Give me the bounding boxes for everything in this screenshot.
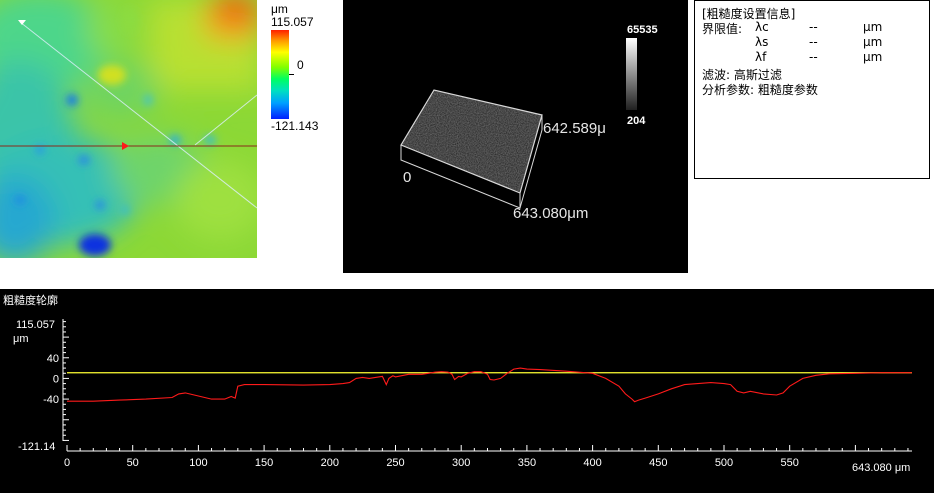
profile-y-top-label: 115.057	[16, 319, 55, 331]
colorbar-min-label: -121.143	[271, 119, 319, 133]
param-name-lf: λf	[755, 50, 767, 64]
y-tick-label: 40	[47, 353, 59, 365]
colorbar-gradient	[271, 30, 289, 119]
colorbar-max-label: 115.057	[271, 15, 314, 29]
height-map-regions	[0, 0, 257, 258]
origin-label: 0	[403, 169, 411, 186]
roughness-trace	[67, 367, 912, 403]
diagonal-line[interactable]	[19, 21, 257, 209]
gray-max-label: 65535	[627, 24, 658, 36]
gray-scale-bar	[626, 38, 637, 110]
x-tick-label: 50	[127, 457, 139, 469]
roughness-profile-panel[interactable]: 粗糙度轮廓 115.057 μm -121.14 40 0 -40 0 50 100 15…	[0, 289, 934, 493]
filter-info: 滤波: 高斯过滤	[702, 68, 782, 82]
x-tick-label: 550	[781, 457, 799, 469]
param-value-lf: --	[809, 50, 818, 64]
x-tick-label: 300	[452, 457, 470, 469]
roughness-settings-info: [粗糙度设置信息] 界限值: λc -- μm λs -- μm λf -- μ…	[694, 0, 930, 179]
param-unit-ls: μm	[863, 35, 883, 49]
x-tick-label: 500	[715, 457, 733, 469]
colorbar-zero-label: 0	[297, 58, 304, 72]
y-tick-label: -40	[43, 394, 59, 406]
x-tick-label: 200	[321, 457, 339, 469]
y-extent-label: 642.589μ	[543, 120, 606, 137]
param-name-lc: λc	[755, 20, 769, 34]
height-map-image[interactable]	[0, 0, 257, 258]
roughness-profile-chart: 粗糙度轮廓 115.057 μm -121.14 400-40 0 50 100 15…	[3, 293, 912, 474]
x-tick-label: 350	[518, 457, 536, 469]
profile-y-axis: 40 0 -40	[43, 319, 69, 441]
x-extent-label: 643.080μm	[513, 205, 588, 222]
x-tick-label: 100	[189, 457, 207, 469]
profile-x-axis: 0 50 100 150 200 250 300 350 400 450 500 550	[64, 445, 912, 469]
param-name-ls: λs	[755, 35, 769, 49]
height-map-spots	[14, 8, 216, 256]
y-tick-label: 0	[53, 373, 59, 385]
profile-y-unit: μm	[13, 333, 29, 345]
param-unit-lf: μm	[863, 50, 883, 64]
analysis-info: 分析参数: 粗糙度参数	[702, 83, 818, 97]
height-color-bar: μm 115.057 0 -121.143	[266, 0, 340, 140]
param-unit-lc: μm	[863, 20, 883, 34]
diagonal-start-marker[interactable]	[18, 20, 26, 25]
limit-label: 界限值:	[702, 22, 743, 36]
colorbar-zero-tick	[289, 74, 294, 75]
surface-3d	[400, 89, 543, 209]
profile-y-bottom-label: -121.14	[18, 441, 55, 453]
x-tick-label: 0	[64, 457, 70, 469]
view-3d-svg: 65535 204 642.589μ 643.080μm 0	[400, 24, 658, 222]
view-3d-panel[interactable]: 65535 204 642.589μ 643.080μm 0	[343, 0, 688, 273]
x-tick-label: 450	[649, 457, 667, 469]
info-title: [粗糙度设置信息]	[702, 7, 796, 21]
profile-x-end-label: 643.080 μm	[852, 462, 910, 474]
diagonal-line-2[interactable]	[194, 94, 257, 146]
param-value-lc: --	[809, 20, 818, 34]
profile-title: 粗糙度轮廓	[3, 293, 58, 307]
param-value-ls: --	[809, 35, 818, 49]
height-map-svg	[0, 0, 257, 258]
x-tick-label: 250	[386, 457, 404, 469]
x-tick-label: 400	[583, 457, 601, 469]
profile-plot-area	[67, 367, 912, 403]
gray-min-label: 204	[627, 115, 646, 127]
colorbar-unit: μm	[271, 2, 288, 16]
x-tick-label: 150	[255, 457, 273, 469]
profile-marker[interactable]	[122, 142, 129, 150]
